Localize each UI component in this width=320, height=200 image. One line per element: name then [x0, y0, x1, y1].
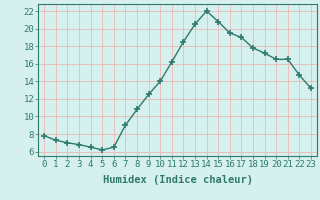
X-axis label: Humidex (Indice chaleur): Humidex (Indice chaleur) — [103, 175, 252, 185]
